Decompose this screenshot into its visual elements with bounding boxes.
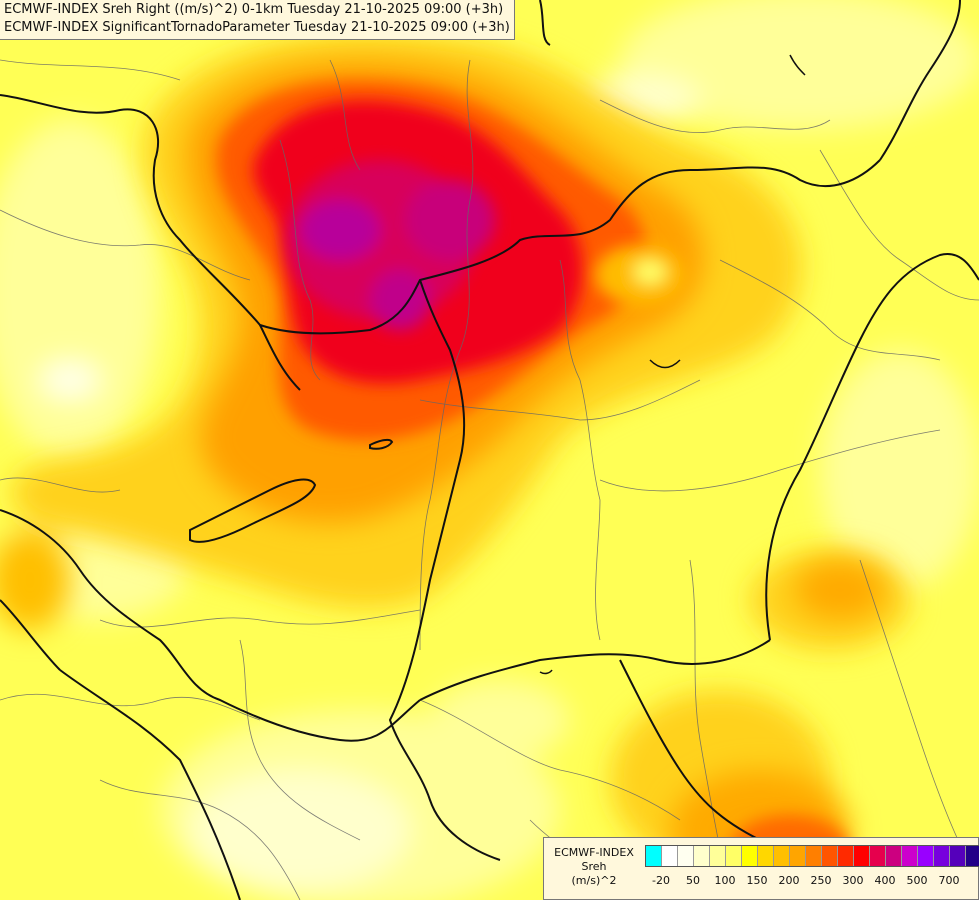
legend-label: ECMWF-INDEX Sreh (m/s)^2 [548, 846, 640, 888]
legend-swatch [918, 846, 934, 866]
legend-swatch [870, 846, 886, 866]
legend-tick-label: 300 [842, 874, 864, 887]
legend-swatch [678, 846, 694, 866]
legend-ticks: -20 50 100 150 200 250 300 400 500 700 [645, 874, 975, 890]
legend-swatch [790, 846, 806, 866]
legend-swatch [950, 846, 966, 866]
local-minimum [595, 245, 685, 305]
legend-swatch [966, 846, 979, 866]
legend-tick-label: 400 [874, 874, 896, 887]
legend-swatch [710, 846, 726, 866]
color-legend: ECMWF-INDEX Sreh (m/s)^2 -20 50 100 150 200 2… [543, 837, 979, 900]
legend-swatch [854, 846, 870, 866]
legend-swatch [822, 846, 838, 866]
legend-tick-label: 500 [906, 874, 928, 887]
legend-swatch [902, 846, 918, 866]
legend-swatch [646, 846, 662, 866]
legend-model: ECMWF-INDEX [554, 846, 634, 859]
legend-swatch [838, 846, 854, 866]
legend-swatch [758, 846, 774, 866]
title-line-2: ECMWF-INDEX SignificantTornadoParameter … [4, 20, 510, 35]
legend-tick-label: -20 [652, 874, 670, 887]
legend-swatches [645, 845, 979, 867]
legend-tick-label: 250 [810, 874, 832, 887]
map-title-box: ECMWF-INDEX Sreh Right ((m/s)^2) 0-1km T… [0, 0, 515, 40]
region-borders [0, 59, 979, 900]
legend-tick-label: 100 [714, 874, 736, 887]
legend-tick-label: 150 [746, 874, 768, 887]
legend-swatch [742, 846, 758, 866]
legend-swatch [886, 846, 902, 866]
peak-sreh-areas [285, 160, 495, 330]
legend-swatch [694, 846, 710, 866]
legend-tick-label: 200 [778, 874, 800, 887]
legend-swatch [934, 846, 950, 866]
legend-swatch [774, 846, 790, 866]
legend-unit: (m/s)^2 [571, 874, 617, 887]
water-features [539, 54, 806, 675]
legend-swatch [726, 846, 742, 866]
legend-tick-label: 50 [686, 874, 700, 887]
legend-swatch [806, 846, 822, 866]
legend-field: Sreh [581, 860, 607, 873]
title-line-1: ECMWF-INDEX Sreh Right ((m/s)^2) 0-1km T… [4, 2, 504, 17]
legend-swatch [662, 846, 678, 866]
legend-tick-label: 700 [938, 874, 960, 887]
